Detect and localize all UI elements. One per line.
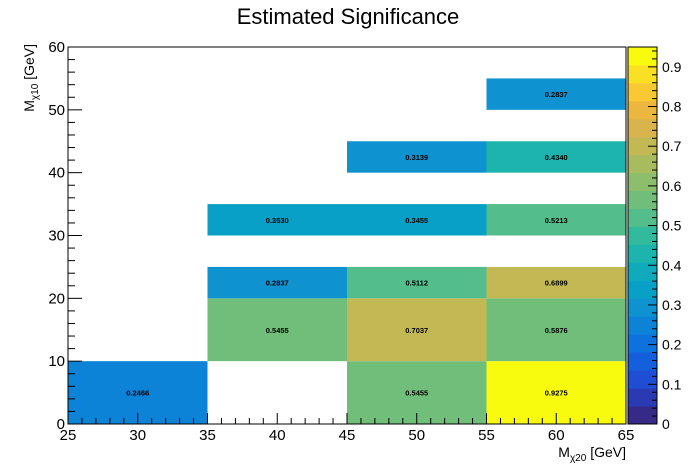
- cell-value-label: 0.5213: [545, 216, 568, 225]
- heatmap-cell: [207, 298, 347, 362]
- color-scale-segment: [628, 244, 657, 263]
- color-scale-segment: [628, 352, 657, 371]
- y-axis: 0 10 20 30 40 50 60: [48, 39, 82, 433]
- color-scale-tick-label: 0: [662, 416, 670, 432]
- cell-value-label: 0.4340: [545, 153, 568, 162]
- x-tick-label: 30: [129, 427, 146, 444]
- y-tick-label: 40: [48, 165, 65, 182]
- color-scale-tick-label: 0.3: [662, 297, 682, 313]
- heatmap-cell: [347, 141, 487, 173]
- heatmap-cell: [347, 298, 487, 362]
- heatmap-cell: [486, 141, 626, 173]
- y-tick-label: 60: [48, 39, 65, 56]
- color-scale-segment: [628, 226, 657, 245]
- cell-value-label: 0.5112: [405, 279, 428, 288]
- heatmap-cell: [486, 266, 626, 299]
- heatmap-cell: [207, 266, 347, 299]
- x-tick-label: 40: [269, 427, 286, 444]
- y-tick-label: 30: [48, 228, 65, 245]
- color-scale-segment: [628, 47, 657, 66]
- color-scale-tick-label: 0.6: [662, 178, 682, 194]
- heatmap-cells: [68, 78, 626, 424]
- color-scale-segment: [628, 388, 657, 407]
- cell-value-label: 0.2466: [126, 389, 149, 398]
- color-scale-tick-label: 0.8: [662, 99, 682, 115]
- color-scale-segment: [628, 280, 657, 299]
- y-tick-label: 10: [48, 353, 65, 370]
- x-tick-label: 45: [339, 427, 356, 444]
- cell-value-label: 0.5876: [545, 326, 568, 335]
- x-axis-label-base: M: [558, 444, 570, 460]
- x-axis: 25 30 35 40 45 50 55 60 65: [60, 413, 635, 444]
- heatmap-cell: [486, 204, 626, 236]
- y-axis-label: Mχ10 [GeV]: [21, 44, 41, 112]
- cell-value-label: 0.5455: [405, 389, 428, 398]
- heatmap-cell: [347, 204, 487, 236]
- color-scale-tick-label: 0.4: [662, 257, 682, 273]
- x-tick-label: 55: [478, 427, 495, 444]
- color-scale-tick-label: 0.1: [662, 376, 682, 392]
- cell-value-label: 0.5455: [266, 326, 289, 335]
- color-scale-tick-label: 0.2: [662, 337, 682, 353]
- cell-value-label: 0.3139: [405, 153, 428, 162]
- x-tick-label: 60: [548, 427, 565, 444]
- color-scale-segment: [628, 370, 657, 389]
- y-tick-label: 50: [48, 102, 65, 119]
- color-scale-segment: [628, 136, 657, 156]
- color-scale-tick-label: 0.7: [662, 138, 682, 154]
- x-tick-label: 35: [199, 427, 216, 444]
- x-tick-label: 50: [408, 427, 425, 444]
- cell-value-label: 0.9275: [545, 389, 568, 398]
- y-axis-label-unit: [GeV]: [21, 44, 37, 84]
- color-scale-segment: [628, 316, 657, 335]
- color-scale-axis: 0 0.1 0.2 0.3 0.4 0.5 0.6 0.7 0.8 0.9: [648, 50, 682, 432]
- x-axis-label-unit: [GeV]: [586, 444, 626, 460]
- color-scale-segment: [628, 262, 657, 281]
- color-scale-segment: [628, 172, 657, 192]
- color-scale-segment: [628, 334, 657, 353]
- color-scale-tick-label: 0.5: [662, 218, 682, 234]
- x-tick-label: 65: [618, 427, 635, 444]
- heatmap-cell-labels: 0.2466 0.5455 0.9275 0.5455 0.7037 0.5876 0.28…: [126, 90, 567, 397]
- color-scale-segment: [628, 406, 657, 425]
- color-scale-tick-label: 0.9: [662, 59, 682, 75]
- cell-value-label: 0.7037: [405, 326, 428, 335]
- x-axis-label: Mχ20 [GeV]: [558, 444, 626, 464]
- x-axis-label-sub: χ20: [570, 453, 587, 464]
- color-scale-segment: [628, 64, 657, 84]
- color-scale-segment: [628, 100, 657, 120]
- cell-value-label: 0.2837: [266, 279, 289, 288]
- y-tick-label: 0: [57, 416, 65, 433]
- color-scale-segment: [628, 82, 657, 102]
- heatmap-cell: [347, 266, 487, 299]
- chart-title: Estimated Significance: [237, 4, 460, 29]
- color-scale-segment: [628, 118, 657, 138]
- y-axis-label-base: M: [21, 100, 37, 112]
- color-scale-bar: [628, 47, 657, 425]
- color-scale-segment: [628, 298, 657, 317]
- heatmap-cell: [486, 78, 626, 110]
- heatmap-cell: [207, 204, 347, 236]
- x-tick-label: 25: [60, 427, 77, 444]
- color-scale-segment: [628, 154, 657, 174]
- cell-value-label: 0.6899: [545, 279, 568, 288]
- y-tick-label: 20: [48, 290, 65, 307]
- cell-value-label: 0.2837: [545, 90, 568, 99]
- heatmap-cell: [486, 298, 626, 362]
- color-scale-segment: [628, 190, 657, 209]
- cell-value-label: 0.3455: [405, 216, 428, 225]
- y-axis-label-sub: χ10: [30, 83, 41, 100]
- color-scale-frame: [627, 46, 658, 425]
- color-scale-segment: [628, 208, 657, 227]
- cell-value-label: 0.3530: [266, 216, 289, 225]
